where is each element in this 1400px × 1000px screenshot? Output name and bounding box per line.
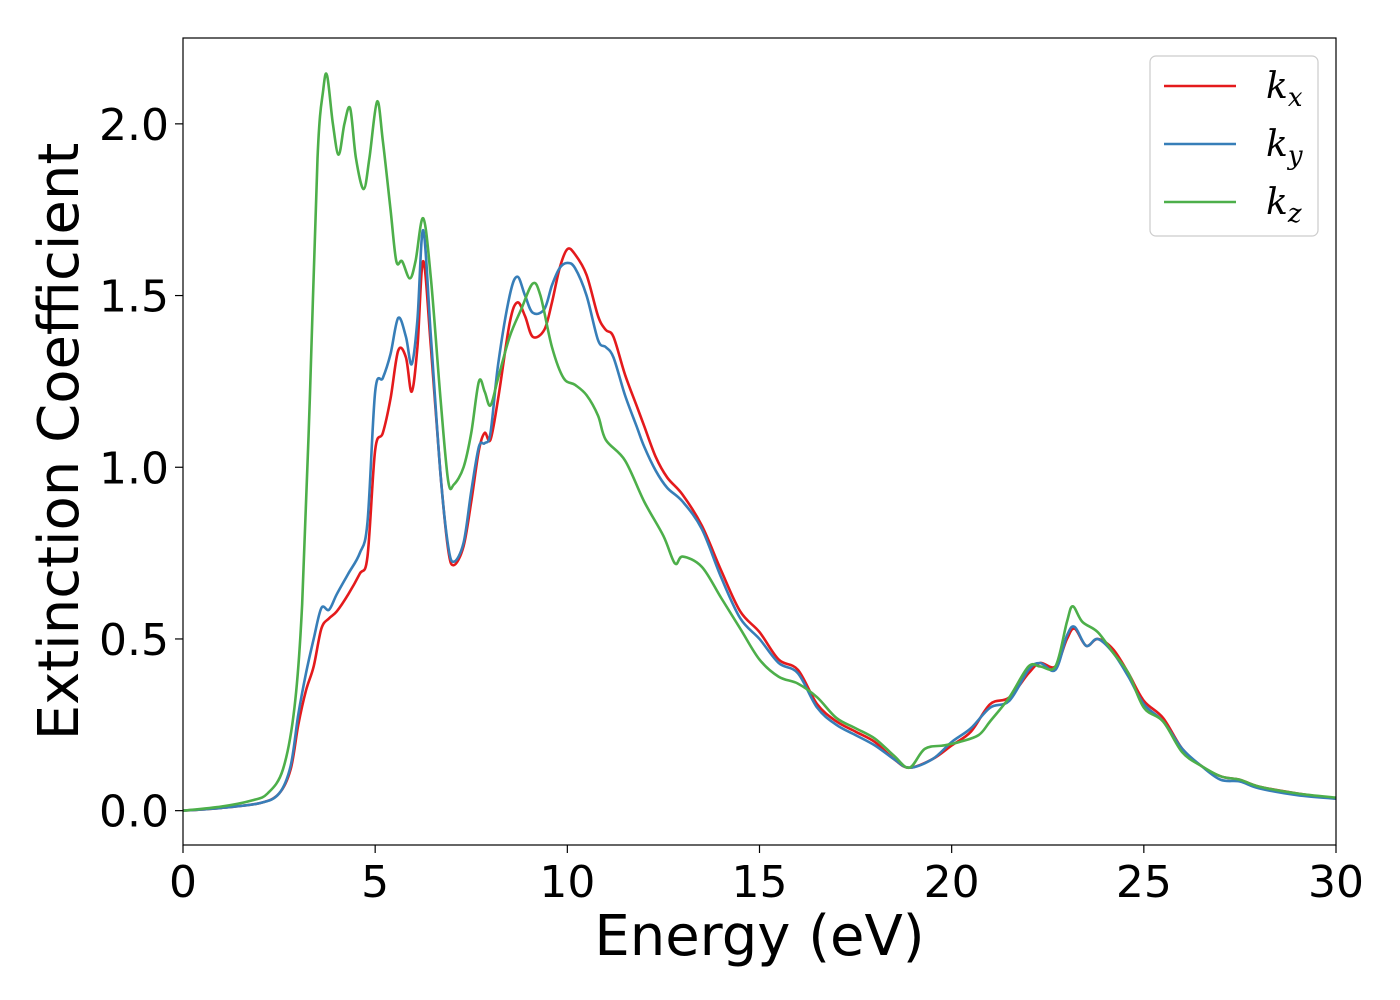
legend-label-subscript: z (1287, 199, 1302, 229)
y-tick-label: 1.5 (99, 272, 169, 323)
legend-label-x: kx (1266, 66, 1303, 113)
y-tick-label: 1.0 (99, 443, 169, 494)
legend-label-main: k (1266, 124, 1288, 165)
y-tick-label: 0.5 (99, 615, 169, 666)
legend-label-main: k (1266, 66, 1288, 107)
y-tick-label: 0.0 (99, 787, 169, 838)
y-axis: 0.0 0.5 1.0 1.5 2.0 (99, 100, 183, 838)
legend-label-main: k (1266, 182, 1288, 223)
y-axis-label: Extinction Coefficient (27, 143, 92, 741)
x-tick-label: 5 (361, 857, 389, 908)
x-axis-label: Energy (eV) (594, 904, 924, 969)
x-tick-label: 10 (539, 857, 595, 908)
x-axis: 0 5 10 15 20 25 30 (169, 845, 1364, 908)
legend-box (1149, 55, 1319, 237)
x-tick-label: 0 (169, 857, 197, 908)
legend-label-z: kz (1266, 182, 1302, 229)
legend-label-y: ky (1266, 124, 1303, 171)
legend-label-subscript: y (1287, 141, 1303, 171)
series-line-ky (183, 229, 1336, 812)
x-tick-label: 30 (1308, 857, 1364, 908)
x-tick-label: 25 (1116, 857, 1172, 908)
series-line-kz (183, 72, 1336, 812)
y-tick-label: 2.0 (99, 100, 169, 151)
series-layer (183, 72, 1336, 812)
legend-label-subscript: x (1288, 83, 1303, 113)
x-tick-label: 20 (924, 857, 980, 908)
x-tick-label: 15 (732, 857, 788, 908)
